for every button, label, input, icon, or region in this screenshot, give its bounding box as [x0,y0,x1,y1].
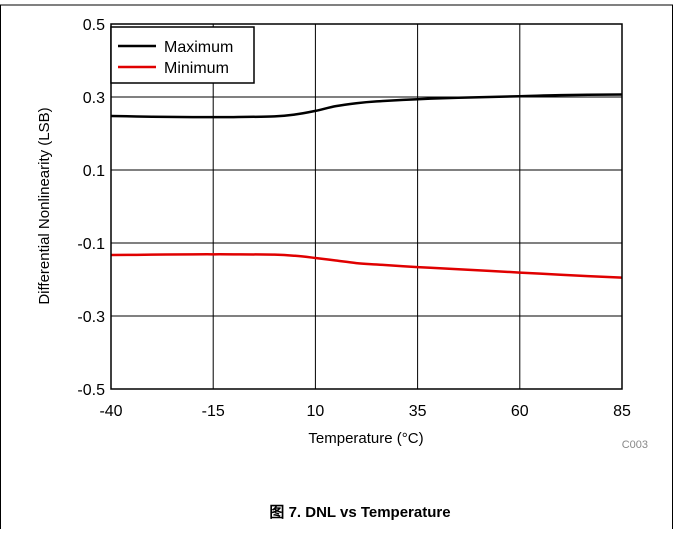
y-tick-label: 0.3 [83,90,105,107]
x-tick-label: -15 [202,403,225,420]
y-axis-label: Differential Nonlinearity (LSB) [36,107,53,304]
y-tick-label: -0.3 [77,309,105,326]
series-layer [110,93,623,279]
legend: Maximum Minimum [110,26,255,84]
x-tick-label: 85 [613,403,631,420]
series-line-minimum [110,253,623,279]
legend-box [110,26,255,84]
y-tick-label: -0.5 [77,382,105,399]
y-tick-label: 0.1 [83,163,105,180]
figure-code: C003 [622,439,648,451]
series-line-maximum [110,93,623,119]
x-axis-label: Temperature (°C) [308,430,423,447]
x-tick-label: 35 [409,403,427,420]
x-tick-label: -40 [99,403,122,420]
y-tick-label: -0.1 [77,236,105,253]
plot-area-border [110,23,623,390]
legend-label-maximum: Maximum [164,39,233,56]
legend-label-minimum: Minimum [164,60,229,77]
y-tick-label: 0.5 [83,17,105,34]
x-tick-label: 10 [307,403,325,420]
x-tick-labels: -40 -15 10 35 60 85 [99,403,631,420]
y-tick-labels: -0.5 -0.3 -0.1 0.1 0.3 0.5 [77,17,105,399]
figure-caption: 图 7. DNL vs Temperature [269,504,450,521]
x-tick-label: 60 [511,403,529,420]
